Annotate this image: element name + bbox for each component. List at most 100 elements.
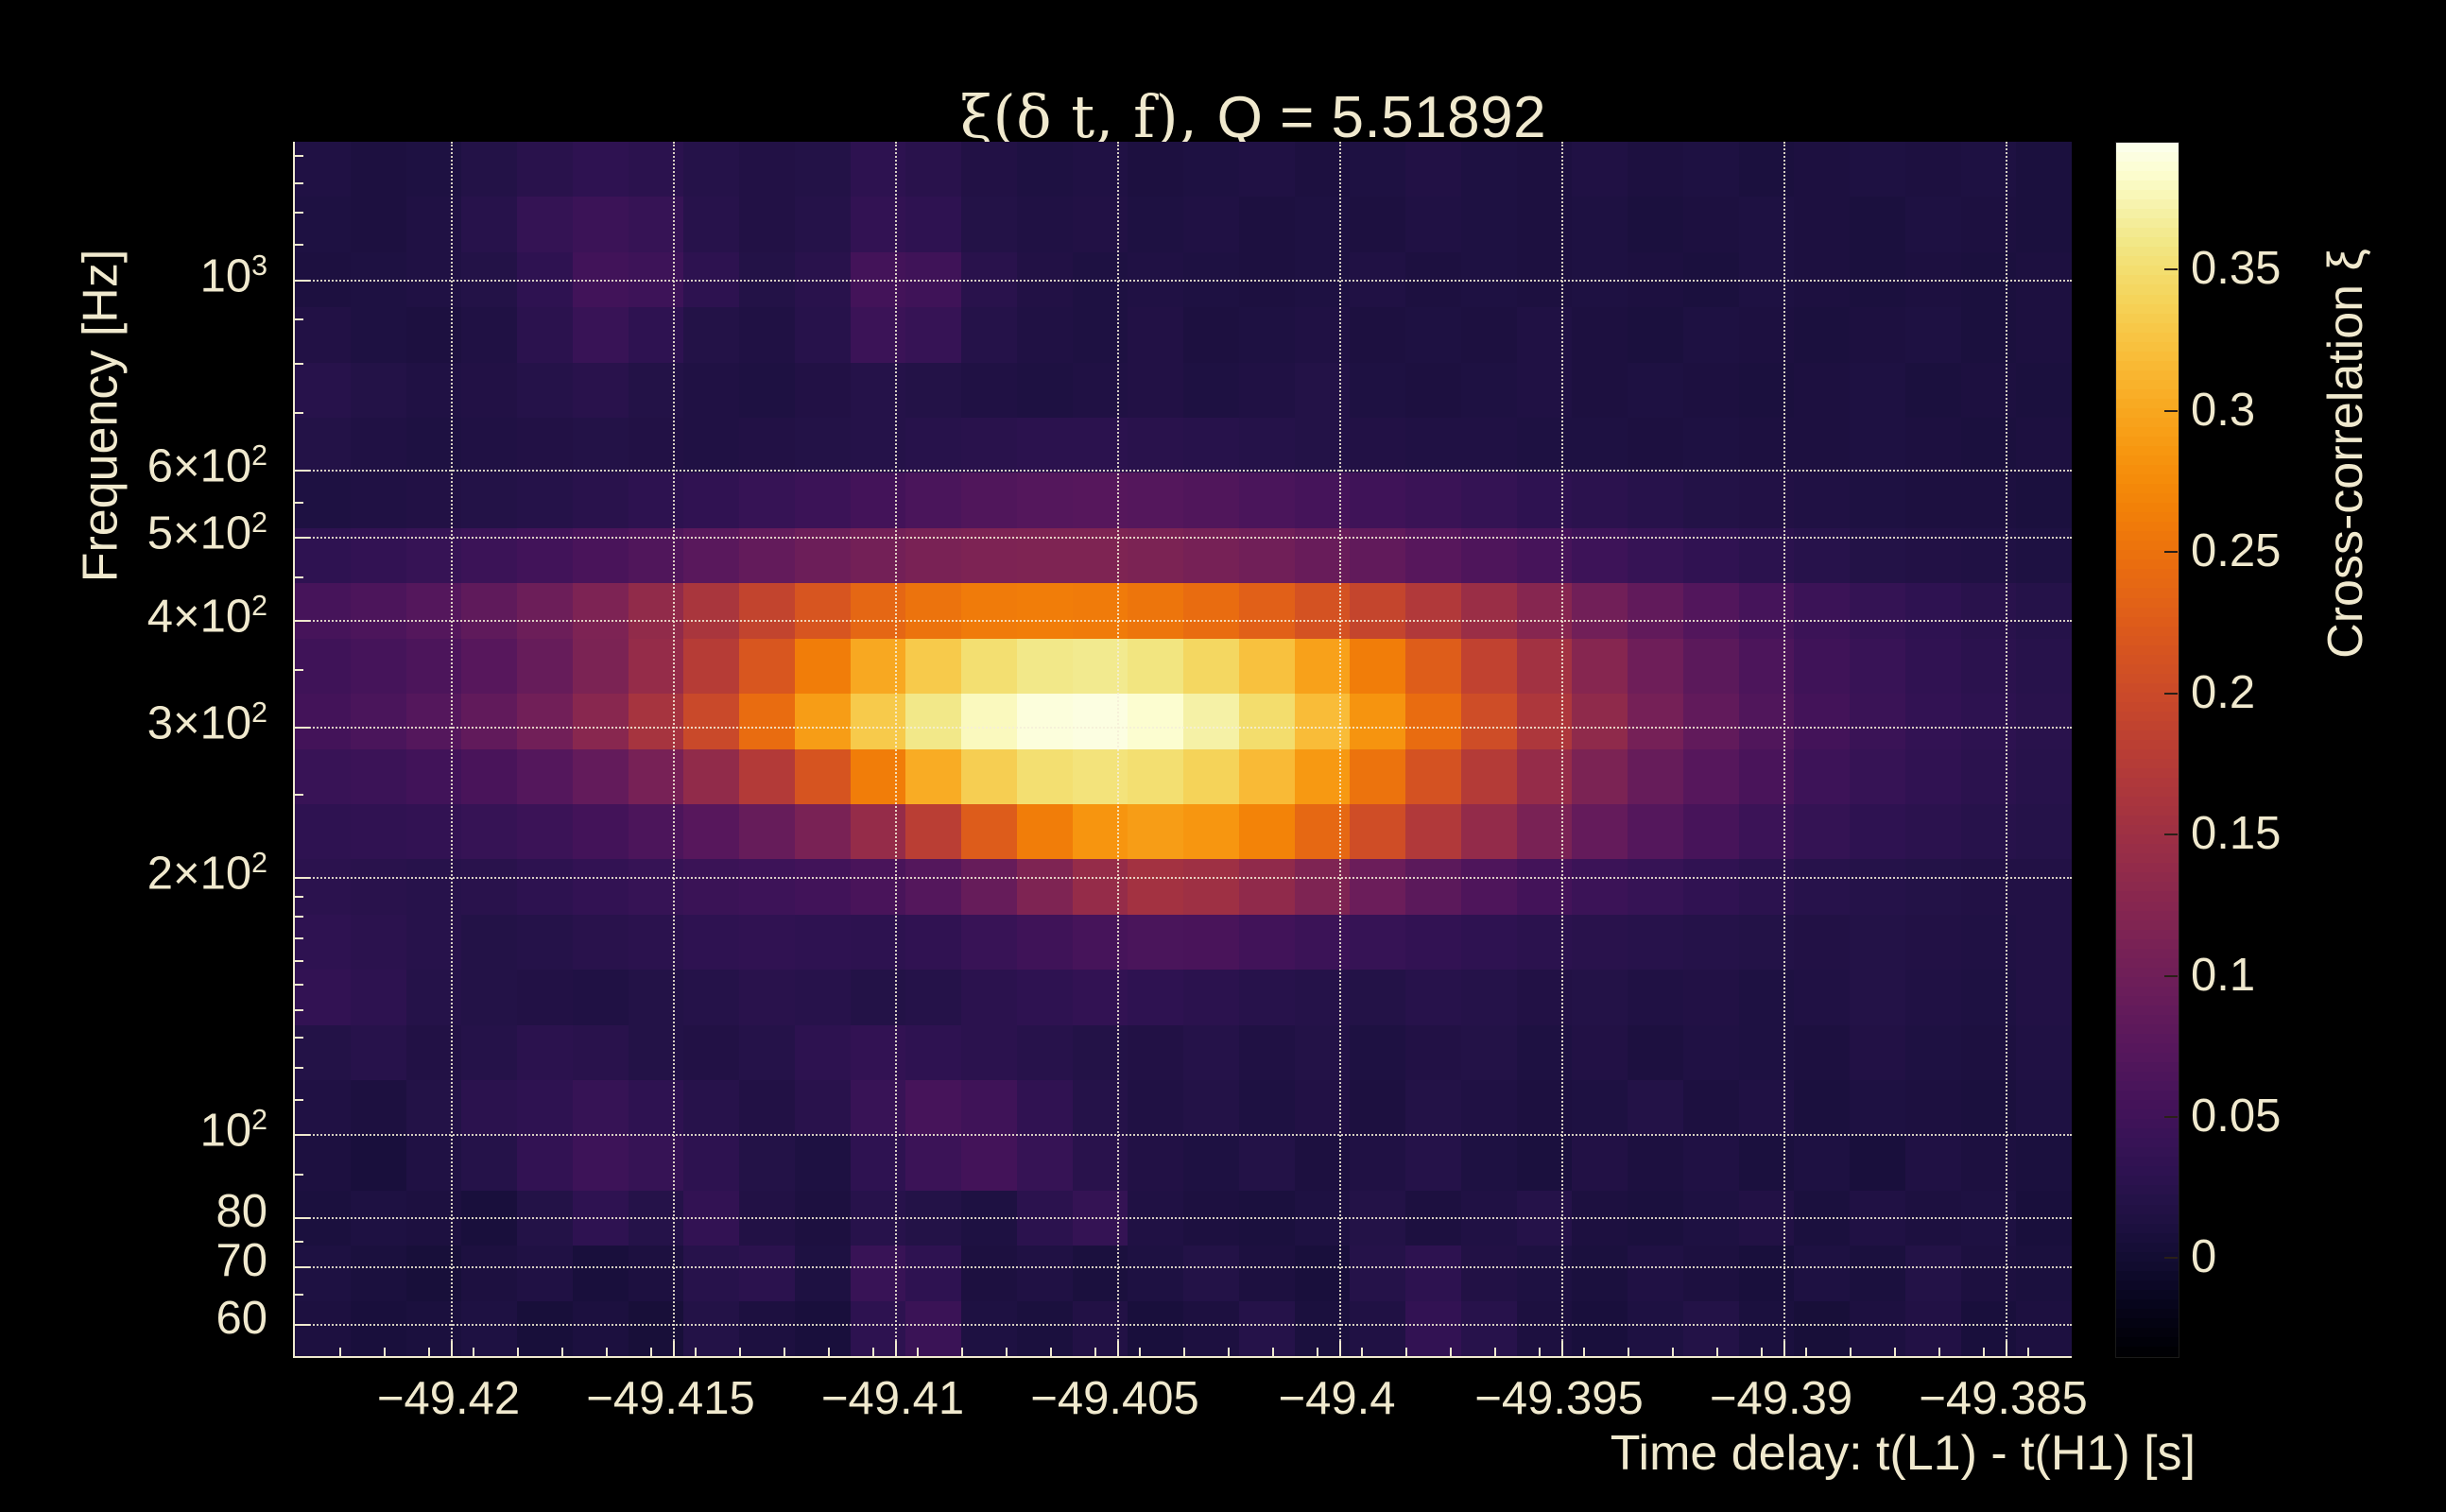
heatmap-cell xyxy=(905,914,961,971)
x-tick-mark-minor xyxy=(1094,1348,1096,1356)
heatmap-cell xyxy=(1350,418,1405,473)
heatmap-cell xyxy=(1904,1300,1961,1356)
y-tick-mark-minor xyxy=(295,318,303,321)
heatmap-cell xyxy=(461,307,517,363)
colorbar-segment xyxy=(2116,569,2179,579)
colorbar-segment xyxy=(2116,1185,2179,1195)
colorbar-segment xyxy=(2116,797,2179,807)
x-tick-mark-minor xyxy=(695,1348,697,1356)
x-tick-mark-minor xyxy=(1761,1348,1763,1356)
colorbar-segment xyxy=(2116,180,2179,191)
y-tick-mark xyxy=(295,726,310,729)
heatmap-cell xyxy=(1794,748,1850,804)
colorbar-segment xyxy=(2116,398,2179,408)
heatmap-cell xyxy=(295,1079,351,1136)
heatmap-cell xyxy=(1238,803,1295,860)
heatmap-cell xyxy=(1628,1246,1683,1301)
colorbar-segment xyxy=(2116,531,2179,541)
colorbar-segment xyxy=(2116,948,2179,958)
colorbar-tick-label: 0 xyxy=(2191,1231,2217,1283)
colorbar-segment xyxy=(2116,1194,2179,1205)
heatmap-cell xyxy=(1572,583,1628,639)
heatmap-cell xyxy=(295,694,351,749)
heatmap-cell xyxy=(1405,859,1461,915)
heatmap-cell xyxy=(1128,914,1183,971)
heatmap-cell xyxy=(1128,1024,1183,1080)
heatmap-cell xyxy=(1405,694,1461,749)
colorbar-tick-label: 0.25 xyxy=(2191,525,2282,577)
plot-title-q: Q = 5.51892 xyxy=(1216,85,1547,150)
heatmap-cell xyxy=(683,1079,739,1136)
heatmap-cell xyxy=(517,970,573,1025)
heatmap-cell xyxy=(1183,694,1239,749)
heatmap-cell xyxy=(517,583,573,639)
colorbar-segment xyxy=(2116,644,2179,655)
heatmap-cell xyxy=(1572,418,1628,473)
colorbar-segment xyxy=(2116,294,2179,304)
heatmap-cell xyxy=(1794,1300,1850,1356)
heatmap-cell xyxy=(295,418,351,473)
heatmap-cell xyxy=(905,362,961,419)
heatmap-cell xyxy=(1904,362,1961,419)
colorbar[interactable] xyxy=(2115,142,2179,1358)
x-tick-mark-minor xyxy=(428,1348,430,1356)
heatmap-cell xyxy=(461,583,517,639)
heatmap-cell xyxy=(1405,803,1461,860)
colorbar-segment xyxy=(2116,218,2179,229)
colorbar-segment xyxy=(2116,209,2179,219)
plot-title: ξ(δ t, f), Q = 5.51892 xyxy=(0,15,2446,219)
heatmap-cell xyxy=(2016,307,2072,363)
heatmap-cell xyxy=(1350,970,1405,1025)
heatmap-cell xyxy=(1794,142,1850,198)
heatmap-cell xyxy=(1682,362,1739,419)
heatmap-cell xyxy=(517,914,573,971)
heatmap-cell xyxy=(1460,638,1517,695)
y-tick-label: 3×102 xyxy=(146,696,267,749)
heatmap-cell xyxy=(295,142,351,198)
colorbar-segment xyxy=(2116,1232,2179,1243)
heatmap-cell xyxy=(1238,914,1295,971)
heatmap-cell xyxy=(295,1300,351,1356)
heatmap-cell xyxy=(517,362,573,419)
heatmap-cell xyxy=(1016,914,1073,971)
heatmap-cell xyxy=(1628,914,1683,971)
colorbar-segment xyxy=(2116,588,2179,598)
heatmap-cell xyxy=(1238,748,1295,804)
heatmap-cell xyxy=(2016,1079,2072,1136)
heatmap-cell xyxy=(572,418,629,473)
heatmap-cell xyxy=(1350,914,1405,971)
colorbar-segment xyxy=(2116,322,2179,333)
y-tick-mark-minor xyxy=(295,1098,303,1101)
heatmap-cell xyxy=(1628,197,1683,252)
heatmap-cell xyxy=(1460,1079,1517,1136)
heatmap-cell xyxy=(1128,472,1183,528)
heatmap-cell xyxy=(1460,583,1517,639)
y-tick-mark-minor xyxy=(295,1173,303,1176)
x-tick-mark xyxy=(450,1341,453,1356)
heatmap-cell xyxy=(572,748,629,804)
heatmap-cell xyxy=(517,1079,573,1136)
colorbar-segment xyxy=(2116,190,2179,200)
x-tick-label: −49.395 xyxy=(1474,1373,1644,1424)
heatmap-cell xyxy=(1016,418,1073,473)
colorbar-segment xyxy=(2116,1327,2179,1337)
heatmap-cell xyxy=(1016,472,1073,528)
heatmap-cell xyxy=(1183,970,1239,1025)
y-tick-mark xyxy=(295,537,310,540)
x-axis-title: Time delay: t(L1) - t(H1) [s] xyxy=(1611,1425,2196,1482)
heatmap-cell xyxy=(1350,1300,1405,1356)
colorbar-segment xyxy=(2116,1081,2179,1091)
heatmap-cell xyxy=(572,1300,629,1356)
heatmap-cell xyxy=(1904,914,1961,971)
colorbar-segment xyxy=(2116,266,2179,276)
heatmap-cell xyxy=(961,1079,1017,1136)
heatmap-cell xyxy=(1405,472,1461,528)
heatmap-cell xyxy=(961,803,1017,860)
heatmap-cell xyxy=(2016,748,2072,804)
colorbar-tick-label: 0.3 xyxy=(2191,384,2256,436)
colorbar-tick-label: 0.15 xyxy=(2191,808,2282,860)
heatmap-cell xyxy=(1850,1135,1905,1191)
x-tick-mark-minor xyxy=(1583,1348,1585,1356)
heatmap-cell xyxy=(739,1135,795,1191)
heatmap-cell xyxy=(2016,914,2072,971)
